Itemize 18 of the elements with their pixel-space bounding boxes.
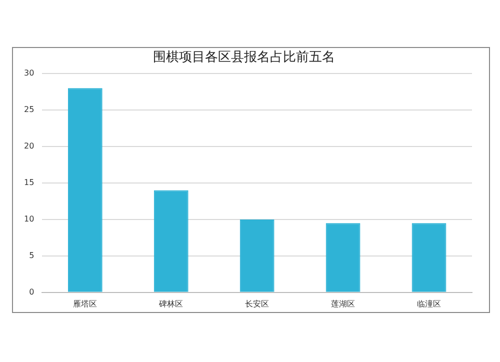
y-tick-label: 20 xyxy=(24,142,34,151)
y-tick-label: 5 xyxy=(29,251,34,260)
bar xyxy=(326,223,360,292)
bar xyxy=(154,190,188,292)
x-tick-label: 雁塔区 xyxy=(73,299,98,308)
bar xyxy=(68,88,102,292)
x-tick-label: 临潼区 xyxy=(417,299,442,308)
x-tick-label: 碑林区 xyxy=(158,299,184,308)
chart-title: 围棋项目各区县报名占比前五名 xyxy=(153,49,335,64)
x-tick-label: 莲湖区 xyxy=(331,299,356,308)
y-tick-label: 25 xyxy=(24,105,34,114)
x-tick-label: 长安区 xyxy=(245,299,270,308)
bar xyxy=(240,219,274,292)
y-tick-label: 15 xyxy=(24,178,34,188)
y-tick-label: 0 xyxy=(29,287,34,296)
y-tick-label: 10 xyxy=(24,214,34,224)
bar xyxy=(412,223,446,292)
y-tick-label: 30 xyxy=(24,68,34,78)
